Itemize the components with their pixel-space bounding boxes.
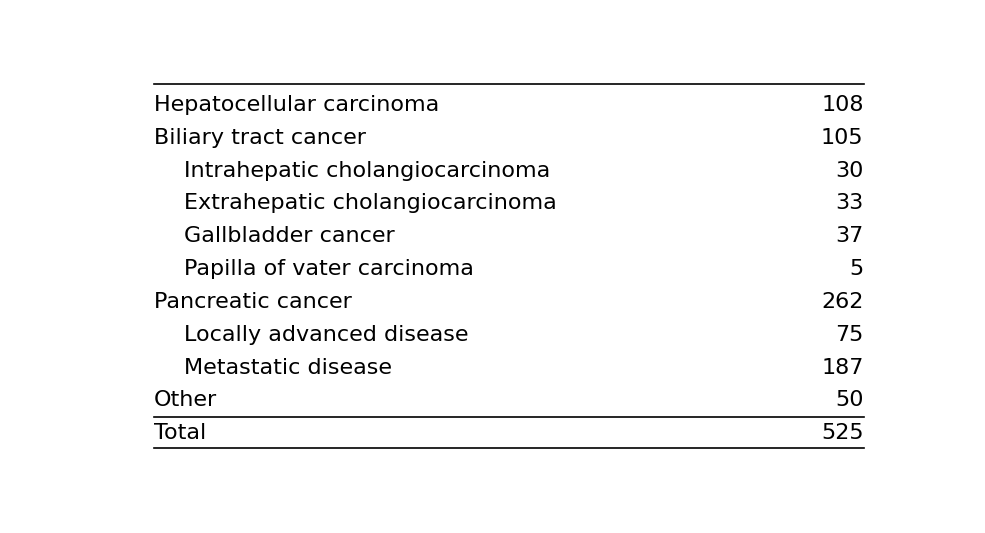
Text: Metastatic disease: Metastatic disease	[184, 358, 392, 378]
Text: Extrahepatic cholangiocarcinoma: Extrahepatic cholangiocarcinoma	[184, 193, 557, 214]
Text: 105: 105	[821, 128, 864, 148]
Text: 262: 262	[821, 292, 864, 312]
Text: 108: 108	[821, 95, 864, 115]
Text: 37: 37	[835, 227, 864, 246]
Text: 50: 50	[835, 391, 864, 410]
Text: 525: 525	[821, 423, 864, 443]
Text: Gallbladder cancer: Gallbladder cancer	[184, 227, 395, 246]
Text: 33: 33	[835, 193, 864, 214]
Text: 187: 187	[821, 358, 864, 378]
Text: Hepatocellular carcinoma: Hepatocellular carcinoma	[154, 95, 439, 115]
Text: Papilla of vater carcinoma: Papilla of vater carcinoma	[184, 259, 474, 279]
Text: Intrahepatic cholangiocarcinoma: Intrahepatic cholangiocarcinoma	[184, 160, 551, 181]
Text: Biliary tract cancer: Biliary tract cancer	[154, 128, 365, 148]
Text: 30: 30	[835, 160, 864, 181]
Text: 5: 5	[849, 259, 864, 279]
Text: Pancreatic cancer: Pancreatic cancer	[154, 292, 352, 312]
Text: Locally advanced disease: Locally advanced disease	[184, 325, 469, 345]
Text: 75: 75	[835, 325, 864, 345]
Text: Total: Total	[154, 423, 206, 443]
Text: Other: Other	[154, 391, 217, 410]
